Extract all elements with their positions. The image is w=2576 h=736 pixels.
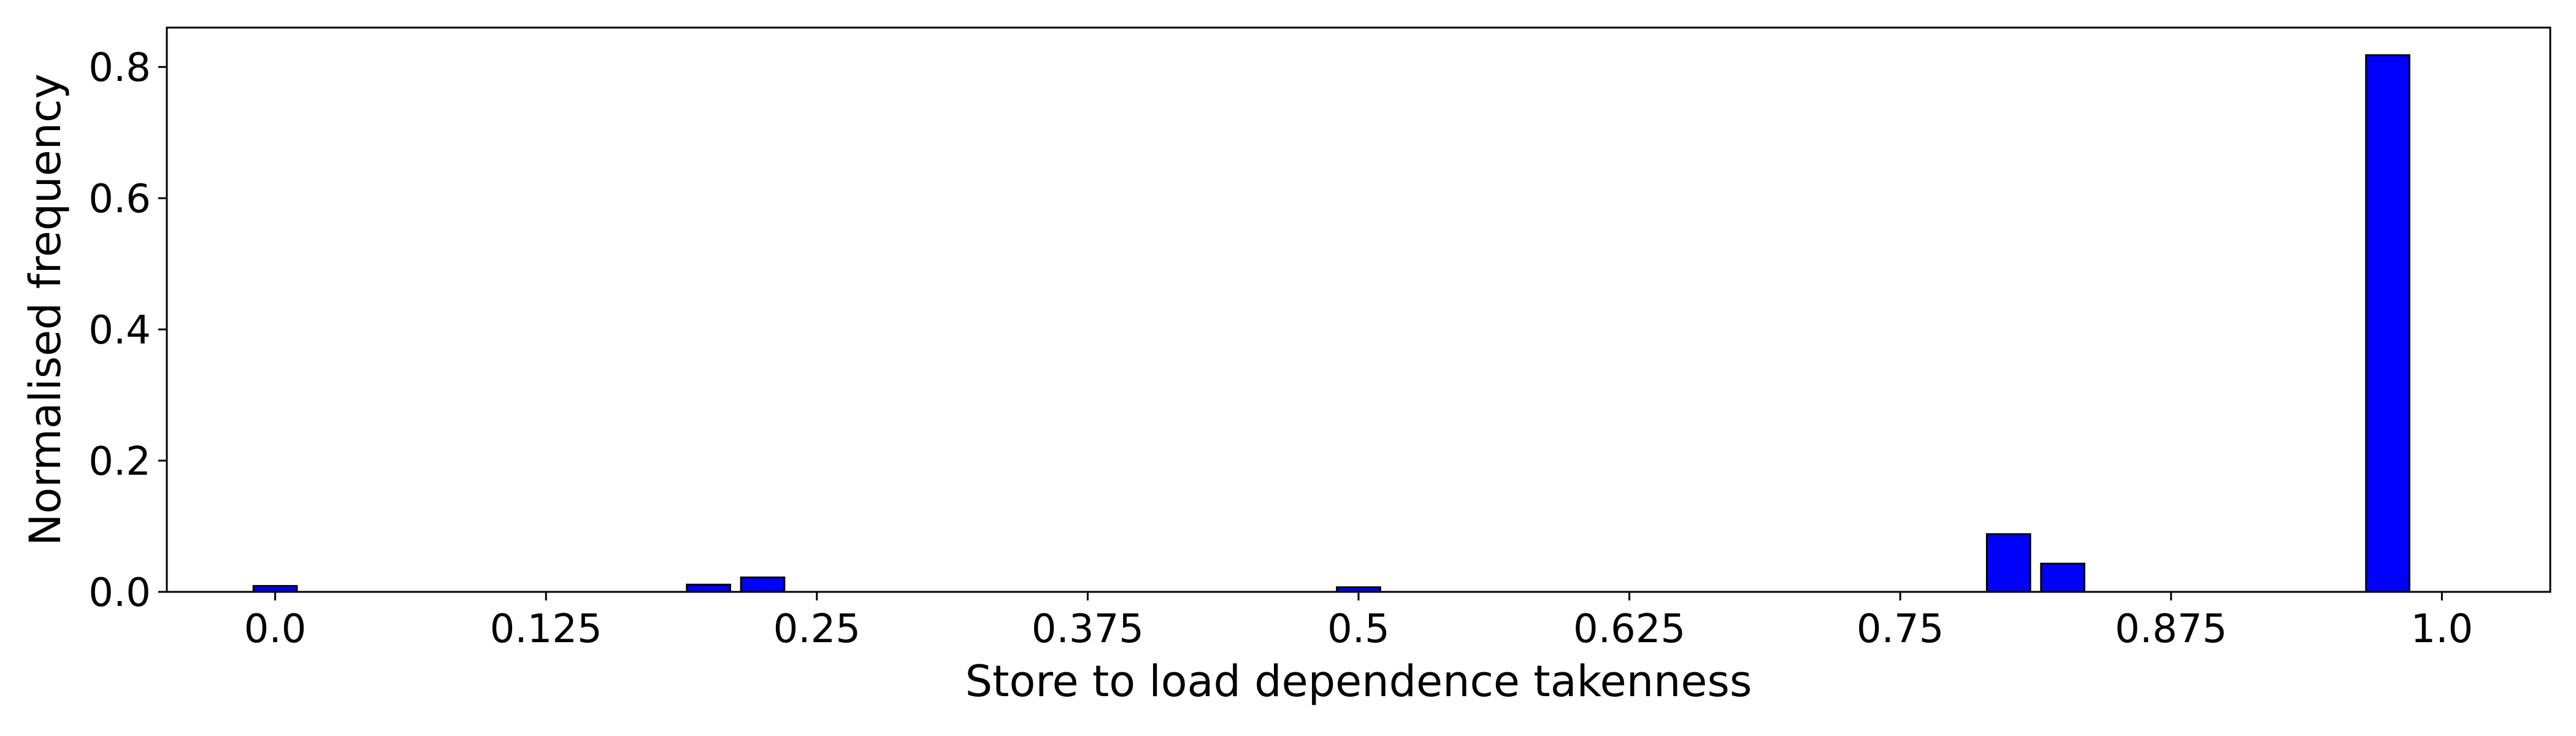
bar	[1985, 533, 2031, 593]
x-tick-label: 0.625	[1573, 607, 1685, 652]
y-tick-label: 0.2	[88, 439, 151, 485]
x-tick-label: 0.75	[1857, 607, 1944, 652]
bar	[740, 576, 786, 593]
x-tick-label: 0.0	[244, 607, 307, 652]
x-tick-label: 0.25	[773, 607, 861, 652]
bar	[2365, 54, 2410, 593]
axes-frame	[166, 26, 2551, 593]
y-tick-label: 0.6	[88, 177, 151, 222]
x-tick-label: 0.125	[490, 607, 602, 652]
x-tick-label: 0.875	[2115, 607, 2227, 652]
x-axis-label: Store to load dependence takenness	[965, 656, 1752, 707]
bar	[686, 583, 732, 593]
y-tick-label: 0.4	[88, 308, 151, 353]
bar	[2040, 562, 2085, 593]
x-tick-label: 0.5	[1327, 607, 1390, 652]
x-tick-label: 0.375	[1032, 607, 1144, 652]
y-tick-label: 0.0	[88, 570, 151, 616]
x-tick-label: 1.0	[2410, 607, 2473, 652]
y-tick-label: 0.8	[88, 45, 151, 91]
ticks-layer: 0.0 0.125 0.25 0.375 0.5 0.625 0.75 0.875 1.0 0.0…	[88, 45, 2473, 652]
y-axis-label: Normalised frequency	[20, 74, 71, 546]
bars-layer	[252, 54, 2410, 593]
